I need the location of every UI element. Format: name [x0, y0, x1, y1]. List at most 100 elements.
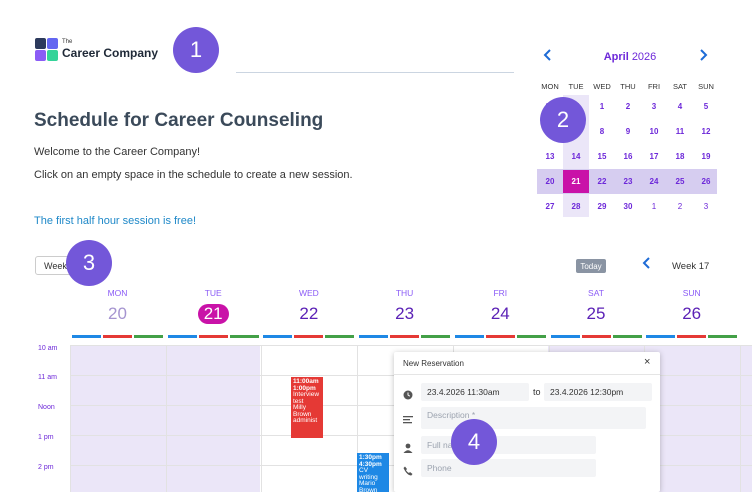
mini-calendar-day[interactable]: 24 — [649, 177, 659, 186]
event-block[interactable]: 11:00am 1:00pm Interview test Milly Brow… — [291, 377, 323, 438]
day-header-tue[interactable]: TUE 21 — [166, 288, 261, 324]
mini-calendar-weekday: WED — [593, 82, 611, 91]
end-datetime-field[interactable]: 23.4.2026 12:30pm — [544, 383, 652, 401]
day-header-sat[interactable]: SAT 25 — [549, 288, 644, 324]
mini-calendar-day[interactable]: 9 — [625, 127, 631, 136]
mini-calendar-weekday: THU — [620, 82, 636, 91]
mini-calendar-weekday: TUE — [568, 82, 584, 91]
grid-day-line — [739, 345, 741, 492]
start-datetime-field[interactable]: 23.4.2026 11:30am — [421, 383, 529, 401]
mini-calendar-day[interactable]: 1 — [599, 102, 605, 111]
availability-strip — [612, 335, 642, 338]
day-header-mon[interactable]: MON 20 — [70, 288, 165, 324]
mini-calendar-day[interactable]: 20 — [545, 177, 555, 186]
mini-calendar-day[interactable]: 13 — [545, 152, 555, 161]
hour-label: 11 am — [38, 374, 57, 381]
chevron-left-icon[interactable] — [543, 48, 553, 64]
step-marker-3: 3 — [66, 240, 112, 286]
mini-calendar-day[interactable]: 16 — [623, 152, 633, 161]
availability-strip — [421, 335, 451, 338]
full-name-field[interactable]: Full name — [421, 436, 596, 454]
mini-calendar-day[interactable]: 23 — [623, 177, 633, 186]
mini-calendar-day[interactable]: 10 — [649, 127, 659, 136]
mini-calendar-day[interactable]: 4 — [677, 102, 683, 111]
mini-calendar-title: April 2026 — [603, 51, 657, 63]
step-marker-4: 4 — [451, 419, 497, 465]
mini-calendar-day[interactable]: 29 — [597, 202, 607, 211]
past-day-shade — [165, 345, 260, 492]
mini-calendar-day[interactable]: 8 — [599, 127, 605, 136]
logo-square — [47, 38, 58, 49]
day-header-sun[interactable]: SUN 26 — [644, 288, 739, 324]
grid-day-line — [261, 345, 263, 492]
mini-calendar-day[interactable]: 11 — [675, 127, 685, 136]
view-select-label: Week — [44, 260, 67, 271]
day-header-wed[interactable]: WED 22 — [261, 288, 356, 324]
chevron-right-icon[interactable] — [698, 48, 708, 64]
mini-calendar-day[interactable]: 17 — [649, 152, 659, 161]
mini-calendar-day[interactable]: 2 — [625, 102, 631, 111]
day-header-weekday: SAT — [588, 288, 604, 298]
availability-strip — [677, 335, 707, 338]
today-button[interactable]: Today — [576, 259, 606, 273]
step-marker-2: 2 — [540, 97, 586, 143]
mini-calendar-day[interactable]: 27 — [545, 202, 555, 211]
availability-strip — [167, 335, 197, 338]
week-label: Week 17 — [672, 261, 710, 272]
logo-square — [47, 50, 58, 61]
mini-calendar-day[interactable]: 14 — [571, 152, 581, 161]
availability-strip — [646, 335, 676, 338]
event-block[interactable]: 1:30pm 4:30pm CV writing Mario Brown — [357, 453, 389, 492]
to-label: to — [533, 387, 541, 397]
mini-calendar-day[interactable]: 22 — [597, 177, 607, 186]
phone-icon — [403, 463, 413, 476]
mini-calendar-day[interactable]: 2 — [677, 202, 683, 211]
day-header-weekday: SUN — [682, 288, 701, 298]
availability-strip — [294, 335, 324, 338]
page-title: Schedule for Career Counseling — [34, 110, 324, 131]
event-person: Mario Brown — [359, 480, 378, 492]
hour-label: 1 pm — [38, 434, 54, 441]
mini-calendar-day[interactable]: 18 — [675, 152, 685, 161]
mini-calendar-day[interactable]: 12 — [701, 127, 711, 136]
description-textarea[interactable]: Description * — [421, 407, 646, 429]
day-header-weekday: MON — [107, 288, 128, 298]
phone-field[interactable]: Phone — [421, 459, 596, 477]
logo-company-name: Career Company — [62, 46, 159, 60]
availability-strip — [134, 335, 163, 338]
mini-calendar-day[interactable]: 1 — [651, 202, 657, 211]
mini-calendar-day[interactable]: 28 — [571, 202, 581, 211]
mini-calendar-day[interactable]: 26 — [701, 177, 711, 186]
logo-square — [35, 50, 46, 61]
mini-calendar-today[interactable]: 21 — [563, 170, 589, 193]
header-divider — [236, 72, 514, 73]
availability-strip — [359, 335, 389, 338]
day-header-date: 22 — [299, 304, 319, 323]
mini-calendar-day[interactable]: 30 — [623, 202, 633, 211]
mini-calendar-day[interactable]: 25 — [675, 177, 685, 186]
chevron-left-icon[interactable] — [642, 257, 652, 272]
availability-strip — [550, 335, 580, 338]
day-header-weekday: FRI — [493, 288, 508, 298]
event-extra: administ — [293, 417, 318, 424]
mini-calendar-day[interactable]: 5 — [703, 102, 709, 111]
mini-calendar-weekday: FRI — [647, 82, 661, 91]
day-header-weekday: THU — [395, 288, 414, 298]
day-header-thu[interactable]: THU 23 — [357, 288, 452, 324]
grid-day-line — [165, 345, 167, 492]
welcome-text: Welcome to the Career Company! — [34, 146, 201, 158]
hour-label: 10 am — [38, 345, 58, 352]
day-header-fri[interactable]: FRI 24 — [453, 288, 548, 324]
mini-calendar-day[interactable]: 19 — [701, 152, 711, 161]
mini-calendar-day[interactable]: 3 — [703, 202, 709, 211]
close-icon[interactable]: × — [644, 356, 651, 368]
availability-strip — [263, 335, 293, 338]
event-person: Milly Brown — [293, 404, 312, 418]
mini-calendar-day[interactable]: 15 — [597, 152, 607, 161]
hour-label: 2 pm — [38, 464, 54, 471]
event-time: 1:30pm 4:30pm — [359, 454, 382, 468]
hour-label: Noon — [38, 404, 55, 411]
mini-calendar-day[interactable]: 3 — [651, 102, 657, 111]
description-icon — [403, 412, 413, 424]
day-header-date: 25 — [586, 304, 606, 323]
